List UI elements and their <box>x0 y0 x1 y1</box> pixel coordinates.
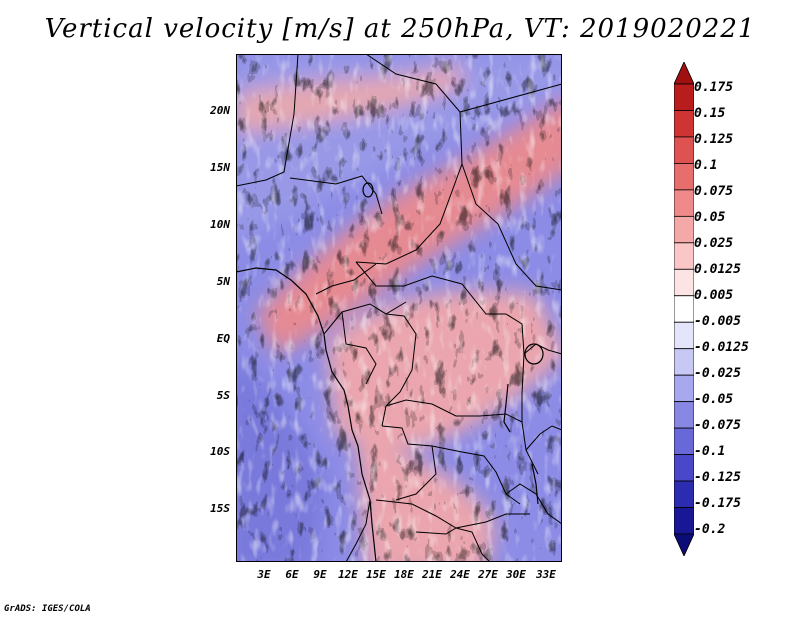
colorbar-label: 0.15 <box>694 106 726 121</box>
colorbar-swatch <box>674 533 694 556</box>
lat-tick-label: 15S <box>210 502 230 515</box>
lakes <box>362 182 544 505</box>
colorbar-label: -0.075 <box>694 418 741 433</box>
colorbar-label: 0.05 <box>694 210 726 225</box>
colorbar-label: -0.1 <box>694 444 726 459</box>
lat-tick-label: 10N <box>210 218 230 231</box>
field-streaks <box>236 54 562 562</box>
map-frame <box>236 54 562 562</box>
lat-tick-label: 5N <box>216 275 230 288</box>
lon-tick-label: 12E <box>338 568 358 581</box>
colorbar-swatch <box>674 480 694 508</box>
lat-tick-label: 20N <box>210 104 230 117</box>
lon-tick-label: 3E <box>257 568 271 581</box>
map-title: Vertical velocity [m/s] at 250hPa, VT: 2… <box>44 14 756 44</box>
colorbar-label: -0.2 <box>694 522 726 537</box>
lon-tick-label: 9E <box>313 568 327 581</box>
colorbar-label: -0.125 <box>694 470 741 485</box>
country-borders <box>236 54 562 562</box>
colorbar-label: 0.075 <box>694 184 734 199</box>
colorbar-swatch <box>674 215 694 244</box>
colorbar-label: -0.0125 <box>694 340 749 355</box>
lat-tick-label: EQ <box>216 332 230 345</box>
lat-tick-label: 10S <box>210 445 230 458</box>
colorbar-swatch <box>674 401 694 429</box>
lon-tick-label: 21E <box>422 568 442 581</box>
colorbar-label: -0.025 <box>694 366 741 381</box>
colorbar-label: 0.1 <box>694 158 718 173</box>
colorbar-swatch <box>674 507 694 535</box>
colorbar <box>674 62 694 556</box>
colorbar-swatch <box>674 454 694 482</box>
coastline-gulf-of-guinea <box>236 267 377 562</box>
lon-tick-label: 33E <box>536 568 556 581</box>
colorbar-swatch <box>674 268 694 297</box>
colorbar-swatch <box>674 62 694 85</box>
colorbar-swatch <box>674 110 694 138</box>
colorbar-label: -0.005 <box>694 314 741 329</box>
lon-tick-label: 27E <box>478 568 498 581</box>
lon-tick-label: 6E <box>285 568 299 581</box>
colorbar-swatch <box>674 348 694 376</box>
lat-tick-label: 15N <box>210 161 230 174</box>
lake-chad <box>362 182 374 198</box>
colorbar-label: 0.0125 <box>694 262 741 277</box>
lake-tanganyika <box>503 383 511 433</box>
colorbar-swatch <box>674 163 694 191</box>
colorbar-swatch <box>674 295 694 323</box>
colorbar-label: 0.005 <box>694 288 734 303</box>
lon-tick-label: 24E <box>450 568 470 581</box>
colorbar-swatch <box>674 427 694 455</box>
colorbar-swatch <box>674 136 694 164</box>
lake-victoria <box>524 343 544 365</box>
colorbar-label: 0.125 <box>694 132 734 147</box>
grads-credit: GrADS: IGES/COLA <box>4 604 91 614</box>
colorbar-label: -0.05 <box>694 392 734 407</box>
lon-tick-label: 15E <box>366 568 386 581</box>
lon-tick-label: 18E <box>394 568 414 581</box>
colorbar-swatch <box>674 83 694 111</box>
colorbar-label: 0.025 <box>694 236 734 251</box>
vertical-velocity-map <box>236 54 562 562</box>
colorbar-label: -0.175 <box>694 496 741 511</box>
colorbar-label: 0.175 <box>694 80 734 95</box>
lat-tick-label: 5S <box>216 389 230 402</box>
colorbar-swatch <box>674 321 694 350</box>
colorbar-swatch <box>674 374 694 403</box>
colorbar-swatch <box>674 242 694 270</box>
lake-malawi <box>531 463 539 505</box>
lon-tick-label: 30E <box>506 568 526 581</box>
colorbar-swatch <box>674 189 694 217</box>
